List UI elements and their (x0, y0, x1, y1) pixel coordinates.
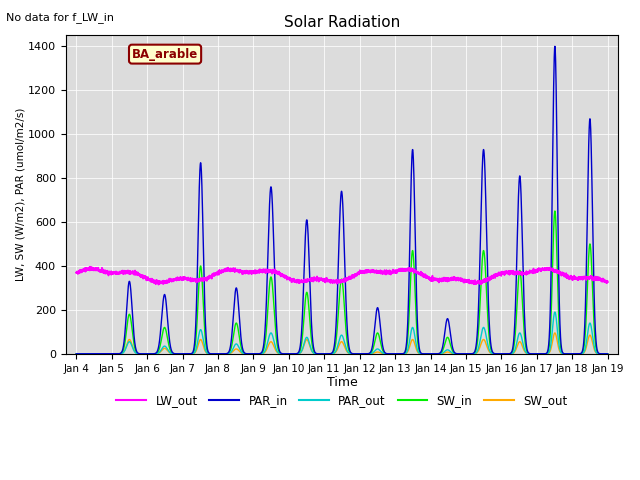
Text: BA_arable: BA_arable (132, 48, 198, 60)
Y-axis label: LW, SW (W/m2), PAR (umol/m2/s): LW, SW (W/m2), PAR (umol/m2/s) (15, 108, 25, 281)
Legend: LW_out, PAR_in, PAR_out, SW_in, SW_out: LW_out, PAR_in, PAR_out, SW_in, SW_out (112, 389, 572, 411)
Title: Solar Radiation: Solar Radiation (284, 15, 400, 30)
X-axis label: Time: Time (326, 376, 357, 389)
Text: No data for f_LW_in: No data for f_LW_in (6, 12, 115, 23)
